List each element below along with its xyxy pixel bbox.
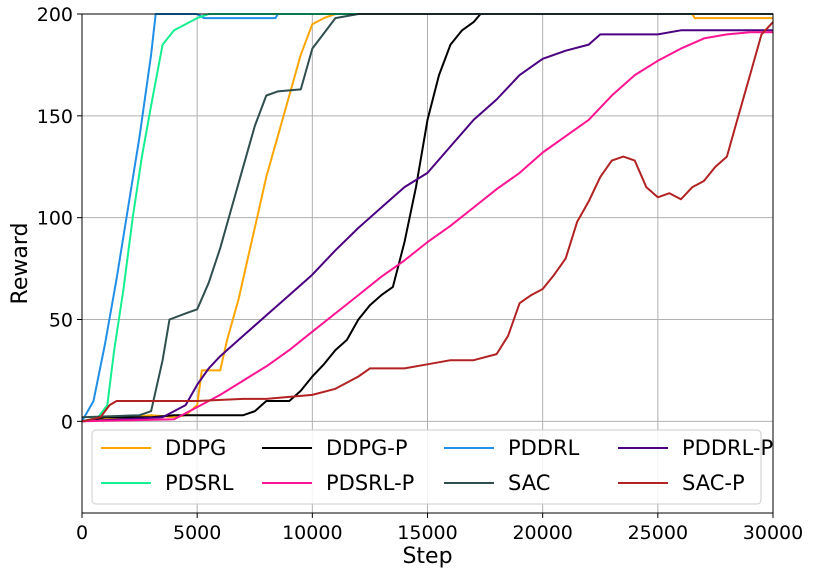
- series-line-sac-p: [81, 21, 774, 423]
- grid: [81, 13, 774, 513]
- legend-box: [91, 429, 762, 505]
- x-axis-ticks: 0 5000 10000 15000 20000 25000 30000: [76, 513, 803, 544]
- series-line-sac: [81, 13, 773, 419]
- legend-label: PDDRL-P: [682, 436, 773, 460]
- legend-label: PDDRL: [508, 436, 580, 460]
- legend: DDPG DDPG-P PDDRL PDDRL-P PDSRL PDSRL-P SAC SAC…: [91, 429, 773, 505]
- legend-label: SAC-P: [682, 471, 745, 495]
- series-line-pddrl-p: [81, 29, 773, 423]
- x-tick-label: 15000: [397, 522, 457, 544]
- legend-label: DDPG-P: [326, 436, 408, 460]
- x-tick-label: 5000: [173, 522, 221, 544]
- series-layer: [81, 13, 774, 423]
- y-tick-label: 0: [61, 411, 73, 433]
- y-tick-label: 50: [49, 310, 73, 332]
- x-tick-label: 30000: [743, 522, 803, 544]
- y-tick-label: 100: [37, 208, 73, 230]
- legend-label: SAC: [508, 471, 550, 495]
- x-tick-label: 10000: [282, 522, 342, 544]
- x-tick-label: 0: [76, 522, 88, 544]
- legend-label: DDPG: [165, 436, 226, 460]
- x-axis-label: Step: [402, 544, 452, 569]
- legend-label: PDSRL-P: [326, 471, 414, 495]
- series-line-pddrl: [81, 13, 773, 422]
- series-line-pdsrl-p: [81, 31, 773, 423]
- y-tick-label: 200: [37, 4, 73, 26]
- y-tick-label: 150: [37, 106, 73, 128]
- series-line-pdsrl: [81, 13, 773, 423]
- y-axis-ticks: 0 50 100 150 200: [37, 4, 82, 433]
- x-tick-label: 25000: [628, 522, 688, 544]
- x-tick-label: 20000: [512, 522, 572, 544]
- legend-label: PDSRL: [165, 471, 234, 495]
- series-line-ddpg-p: [81, 13, 773, 423]
- y-axis-label: Reward: [8, 223, 33, 305]
